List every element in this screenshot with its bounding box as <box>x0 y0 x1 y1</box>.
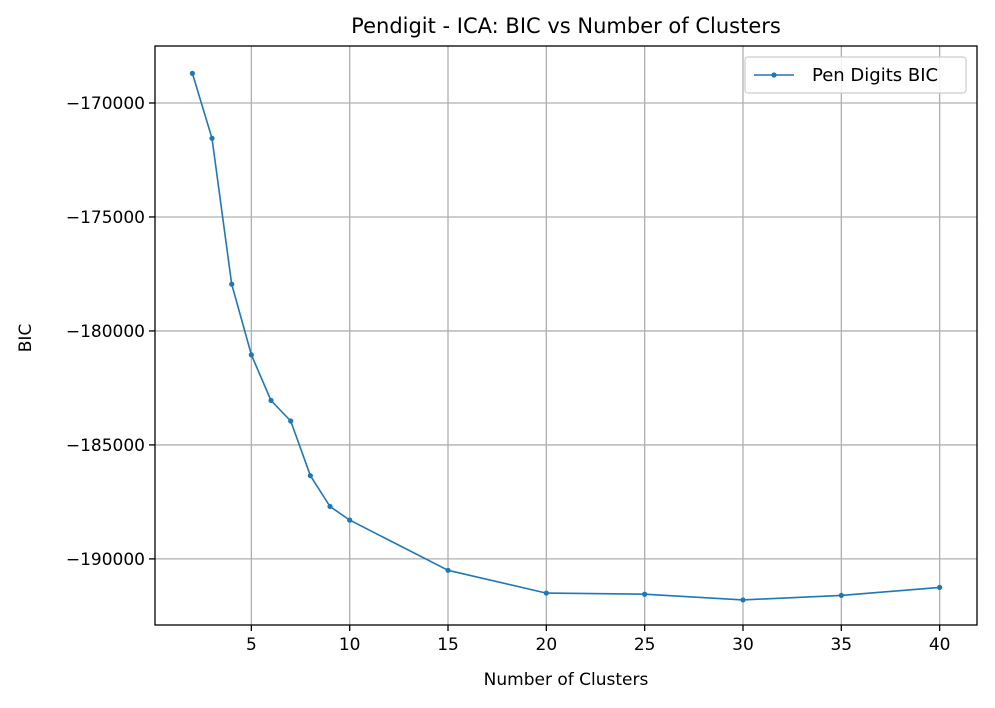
data-point <box>268 397 274 404</box>
data-point <box>327 503 333 510</box>
data-point <box>288 418 294 424</box>
data-point <box>543 590 549 596</box>
legend: Pen Digits BIC <box>744 56 967 94</box>
x-tick-label: 10 <box>339 635 361 655</box>
y-axis-label: BIC <box>16 324 36 353</box>
data-point <box>209 135 215 141</box>
data-point <box>445 567 451 573</box>
data-point <box>740 597 746 603</box>
data-point <box>642 591 648 597</box>
axis-ticks: 5 10 15 20 25 30 35 40 −190000 −185000 −180000 −175… <box>66 94 951 655</box>
x-axis-label: Number of Clusters <box>484 670 649 690</box>
grid <box>155 46 977 625</box>
x-tick-label: 35 <box>830 635 852 655</box>
y-tick-label: −170000 <box>66 94 145 114</box>
legend-box <box>744 56 967 94</box>
series-layer <box>189 70 943 603</box>
data-point <box>229 281 235 287</box>
data-point <box>189 70 195 76</box>
data-point <box>307 473 313 479</box>
plot-area-frame <box>154 45 978 626</box>
legend-label: Pen Digits BIC <box>812 65 938 86</box>
chart-title: Pendigit - ICA: BIC vs Number of Cluster… <box>351 14 781 38</box>
x-tick-label: 5 <box>246 635 257 655</box>
x-tick-label: 20 <box>536 635 558 655</box>
y-tick-label: −180000 <box>66 322 145 342</box>
data-point <box>248 352 254 358</box>
data-point <box>838 592 844 598</box>
y-tick-label: −190000 <box>66 550 145 570</box>
x-tick-label: 30 <box>732 635 754 655</box>
x-tick-label: 40 <box>929 635 951 655</box>
series-line <box>191 73 940 601</box>
data-point <box>937 584 943 590</box>
y-tick-label: −185000 <box>66 436 145 456</box>
x-tick-label: 15 <box>437 635 459 655</box>
y-tick-label: −175000 <box>66 208 145 228</box>
legend-marker-swatch <box>771 72 777 78</box>
x-tick-label: 25 <box>634 635 656 655</box>
data-point <box>347 517 353 523</box>
